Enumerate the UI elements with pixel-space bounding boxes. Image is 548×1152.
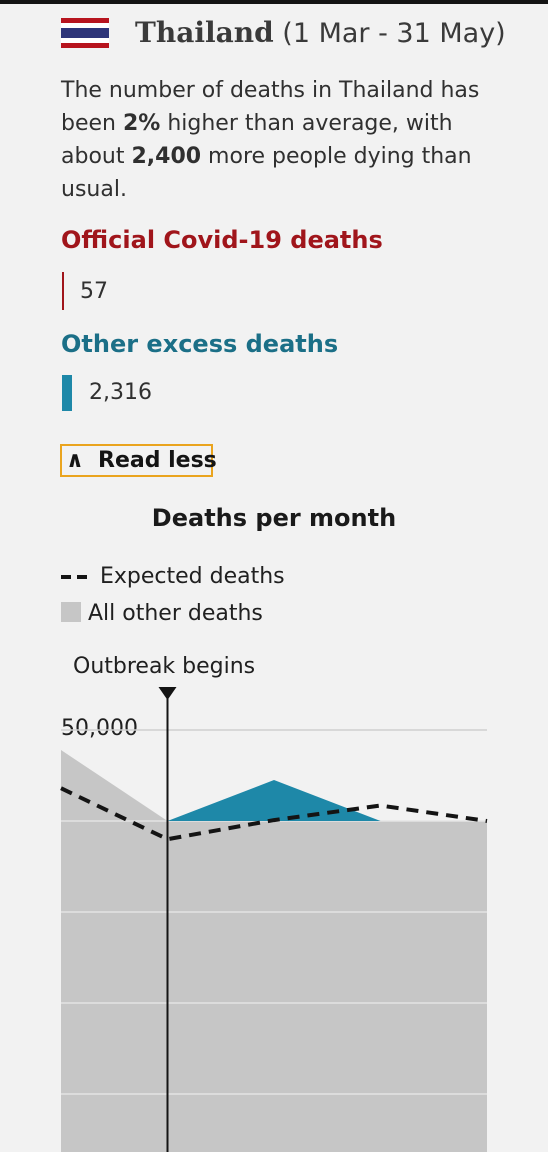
caret-up-icon: ∧: [66, 448, 84, 473]
percent-value: 2%: [122, 111, 161, 136]
covid-deaths-heading: Official Covid-19 deaths: [61, 226, 383, 254]
y-tick-label: 50,000: [61, 716, 138, 741]
excess-deaths-value: 2,316: [89, 380, 152, 405]
top-border: [0, 0, 548, 4]
excess-deaths-area: [167, 780, 381, 821]
legend-other: All other deaths: [61, 601, 263, 626]
chart-title: Deaths per month: [151, 504, 397, 532]
expected-deaths-line: [60, 786, 488, 842]
excess-value: 2,400: [131, 144, 202, 169]
read-less-button[interactable]: ∧ Read less: [60, 444, 217, 477]
grey-swatch-icon: [61, 602, 81, 622]
outbreak-annotation: Outbreak begins: [73, 654, 256, 679]
covid-deaths-bar: [62, 272, 64, 310]
legend-expected: Expected deaths: [61, 564, 285, 589]
outbreak-marker-icon: [158, 687, 177, 700]
dashed-line-icon: [61, 575, 89, 579]
read-less-label: Read less: [98, 448, 217, 473]
country-heading: Thailand (1 Mar - 31 May): [135, 16, 506, 49]
legend-other-label: All other deaths: [88, 601, 263, 626]
covid-deaths-value: 57: [80, 279, 108, 304]
legend-expected-label: Expected deaths: [100, 564, 285, 589]
excess-deaths-bar: [62, 375, 72, 411]
thailand-flag-icon: [61, 18, 109, 48]
excess-deaths-heading: Other excess deaths: [61, 330, 339, 358]
country-name: Thailand: [135, 16, 274, 49]
summary-text: The number of deaths in Thailand has bee…: [61, 78, 480, 202]
date-range: (1 Mar - 31 May): [282, 18, 506, 49]
